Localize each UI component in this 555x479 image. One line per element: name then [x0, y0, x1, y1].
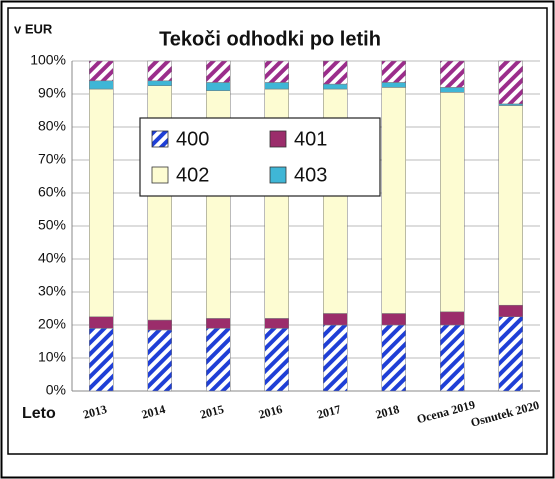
chart-title: Tekoči odhodki po letih	[159, 28, 381, 50]
bar-segment	[206, 82, 231, 91]
bar-segment	[440, 92, 465, 313]
bar-segment	[498, 105, 523, 306]
y-tick-label: 90%	[38, 85, 66, 101]
bar-segment	[498, 316, 523, 392]
bar-segment	[381, 324, 406, 392]
bar-segment	[89, 80, 114, 90]
y-tick-label: 70%	[38, 151, 66, 167]
y-tick-label: 30%	[38, 283, 66, 299]
legend-label: 400	[176, 128, 209, 150]
bar-segment	[323, 313, 348, 326]
legend-label: 401	[294, 128, 327, 150]
y-tick-label: 80%	[38, 118, 66, 134]
x-tick-label: 2016	[257, 402, 284, 422]
y-tick-label: 40%	[38, 250, 66, 266]
legend-swatch	[269, 130, 287, 148]
bar-segment	[89, 316, 114, 329]
legend-swatch	[151, 130, 169, 148]
bar-segment	[498, 304, 523, 318]
legend: 400 401 402 403	[139, 117, 381, 197]
bar-segment	[147, 329, 172, 392]
bar-segment	[206, 328, 231, 392]
bar-segment	[381, 313, 406, 326]
bar-segment	[440, 87, 465, 93]
legend-box	[139, 117, 381, 197]
bar-segment	[89, 60, 114, 82]
y-tick-label: 20%	[38, 316, 66, 332]
legend-swatch	[151, 166, 169, 184]
bar-segment	[440, 311, 465, 326]
bar-segment	[206, 60, 231, 83]
bar-segment	[264, 82, 289, 90]
x-tick-label: 2017	[316, 402, 343, 422]
bar-segment	[498, 60, 523, 105]
bar-segment	[264, 318, 289, 329]
bar-segment	[381, 60, 406, 83]
y-tick-label: 0%	[46, 382, 66, 398]
bar-segment	[264, 328, 289, 392]
x-axis-label: Leto	[22, 405, 56, 422]
x-tick-label: 2018	[374, 402, 401, 422]
bar-segment	[147, 60, 172, 82]
x-tick-label: 2014	[140, 402, 167, 422]
bar-segment	[440, 60, 465, 88]
x-tick-label: 2013	[82, 402, 109, 422]
bar-segment	[323, 324, 348, 392]
bar-segment	[147, 319, 172, 331]
y-axis-label: v EUR	[14, 21, 53, 36]
legend-swatch	[269, 166, 287, 184]
y-tick-label: 60%	[38, 184, 66, 200]
bar-segment	[381, 82, 406, 88]
y-tick-label: 50%	[38, 217, 66, 233]
bar-segment	[440, 324, 465, 392]
bar-segment	[89, 328, 114, 392]
bar-segment	[381, 87, 406, 314]
legend-label: 402	[176, 164, 209, 186]
y-tick-label: 10%	[38, 349, 66, 365]
bar-segment	[89, 88, 114, 317]
bar-segment	[206, 318, 231, 329]
legend-label: 403	[294, 164, 327, 186]
y-tick-label: 100%	[30, 52, 66, 68]
x-tick-label: 2015	[199, 402, 226, 422]
bar-segment	[323, 83, 348, 90]
bar-segment	[147, 80, 172, 87]
bar-segment	[264, 60, 289, 83]
bar-segment	[323, 60, 348, 85]
